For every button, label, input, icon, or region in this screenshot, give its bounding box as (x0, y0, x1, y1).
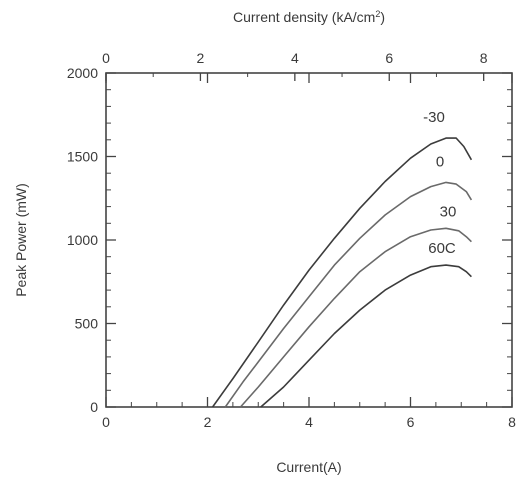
y-tick-label: 1500 (67, 149, 98, 165)
x-axis-label: Current(A) (276, 459, 341, 475)
series-label-30: 30 (440, 203, 457, 220)
top-x-axis-label: Current density (kA/cm2) (233, 9, 385, 25)
x-tick-label: 0 (102, 414, 110, 430)
series-label-0: 0 (436, 153, 444, 170)
y-tick-label: 2000 (67, 65, 98, 81)
x-tick-label: 6 (407, 414, 415, 430)
series-line-60C (260, 264, 472, 408)
top-x-axis-label-sup: 2 (375, 9, 380, 19)
y-tick-label: 0 (90, 399, 98, 415)
top-x-tick-label: 2 (197, 50, 205, 66)
ticks-layer (105, 72, 513, 408)
x-tick-label: 2 (204, 414, 212, 430)
top-x-tick-label: 8 (480, 50, 488, 66)
series-line-0 (224, 181, 473, 408)
top-x-tick-label: 6 (385, 50, 393, 66)
top-x-tick-label: 4 (291, 50, 299, 66)
series-label--30: -30 (423, 109, 445, 126)
series-line-30 (239, 227, 472, 408)
x-tick-label: 8 (508, 414, 516, 430)
series-line--30 (211, 137, 473, 408)
y-tick-label: 1000 (67, 232, 98, 248)
top-x-tick-label: 0 (102, 50, 110, 66)
series-layer (211, 137, 473, 408)
y-tick-label: 500 (75, 316, 99, 332)
series-label-60C: 60C (428, 240, 456, 257)
labels-layer: 0 2 4 6 8 0 2 4 6 8 0 500 1000 1500 2000 -30 0 30 60C (67, 50, 516, 430)
y-axis-label: Peak Power (mW) (13, 183, 29, 297)
x-tick-label: 4 (305, 414, 313, 430)
